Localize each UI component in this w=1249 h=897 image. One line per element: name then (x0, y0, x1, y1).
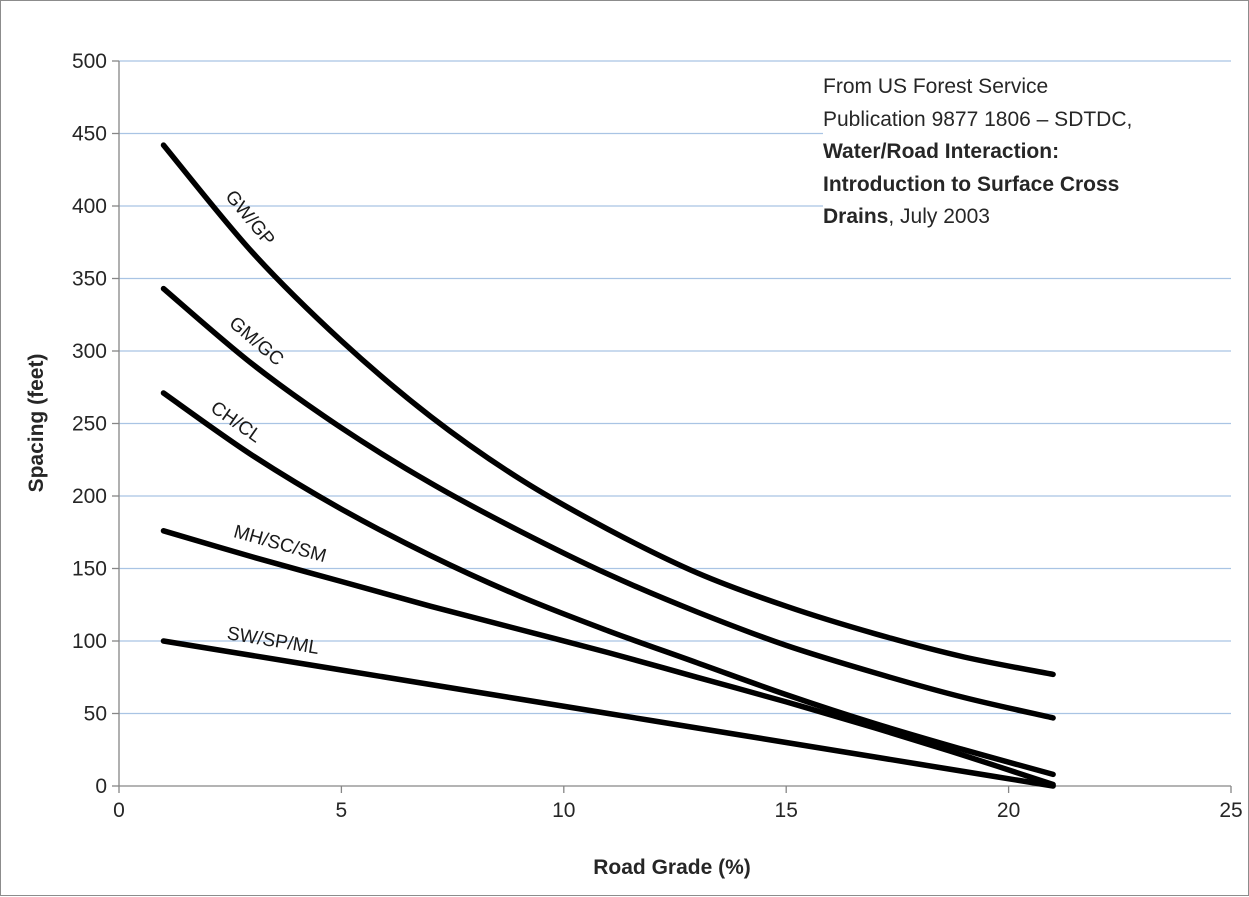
annotation-line-2: Publication 9877 1806 – SDTDC, (823, 107, 1133, 131)
y-tick-label-100: 100 (72, 630, 107, 653)
series-line-ch-cl (160, 390, 1056, 778)
y-tick-label-450: 450 (72, 123, 107, 146)
series-line-mh-sc-sm (160, 528, 1056, 788)
x-tick-label-15: 15 (775, 799, 798, 822)
series-line-gm-gc (160, 285, 1056, 721)
x-tick-label-5: 5 (336, 799, 348, 822)
x-tick-label-0: 0 (113, 799, 125, 822)
y-axis-title: Spacing (feet) (25, 354, 48, 493)
x-tick-label-25: 25 (1219, 799, 1242, 822)
series-label-gm-gc: GM/GC (225, 313, 288, 371)
series-label-ch-cl: CH/CL (206, 397, 265, 447)
y-tick-label-350: 350 (72, 268, 107, 291)
series-line-sw-sp-ml (160, 638, 1056, 789)
y-tick-label-400: 400 (72, 195, 107, 218)
series-line-gw-gp (160, 142, 1056, 678)
y-tick-label-250: 250 (72, 413, 107, 436)
x-tick-label-20: 20 (997, 799, 1020, 822)
annotation-line-5: Drains, July 2003 (823, 205, 990, 228)
y-tick-label-150: 150 (72, 558, 107, 581)
series-curves (160, 142, 1056, 789)
series-label-mh-sc-sm: MH/SC/SM (231, 521, 328, 567)
series-label-gw-gp: GW/GP (221, 187, 279, 251)
y-tick-label-300: 300 (72, 340, 107, 363)
annotation-line-1: From US Forest Service (823, 75, 1049, 98)
y-tick-label-200: 200 (72, 485, 107, 508)
x-axis-title: Road Grade (%) (593, 856, 751, 879)
x-tick-label-10: 10 (552, 799, 575, 822)
y-tick-label-50: 50 (84, 703, 107, 726)
y-tick-label-0: 0 (95, 775, 107, 798)
axes: 0 50 100 150 200 250 300 350 400 450 500 0 5 10 15 20 25 (72, 50, 1243, 822)
y-tick-label-500: 500 (72, 50, 107, 73)
annotation-line-4: Introduction to Surface Cross (823, 172, 1120, 196)
annotation-line-3: Water/Road Interaction: (823, 140, 1060, 163)
source-annotation: From US Forest Service Publication 9877 … (823, 71, 1243, 234)
